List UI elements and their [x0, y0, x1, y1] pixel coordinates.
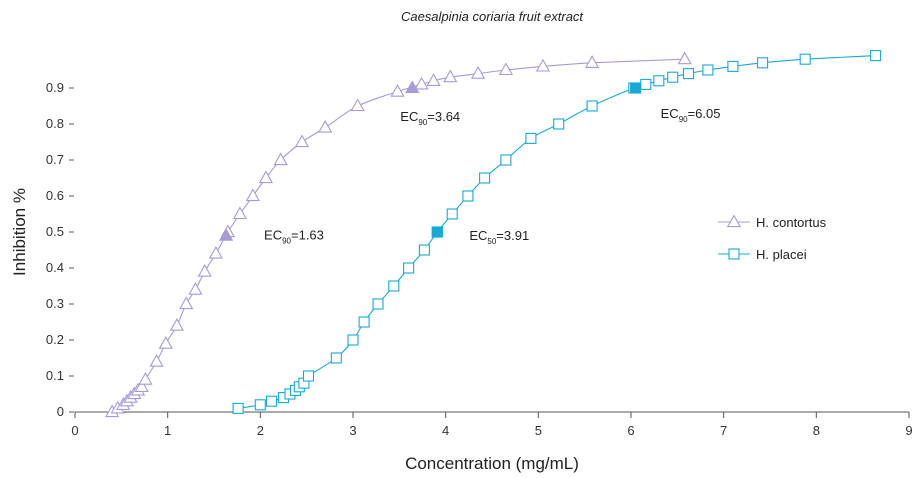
y-tick-label: 0.1	[46, 368, 64, 383]
legend-marker	[726, 214, 742, 228]
data-point	[350, 98, 365, 112]
data-point	[330, 352, 342, 364]
data-point	[265, 395, 278, 407]
data-point	[294, 134, 310, 148]
ec-marker	[431, 226, 443, 238]
data-point	[500, 154, 512, 166]
data-point	[347, 334, 359, 346]
x-axis: 0 1 2 3 4 5 6 7 8 9	[71, 412, 913, 438]
data-point	[640, 78, 652, 90]
data-point	[245, 188, 261, 202]
y-tick-label: 0.4	[46, 260, 64, 275]
x-tick-label: 1	[164, 423, 171, 438]
x-tick-label: 2	[257, 423, 264, 438]
x-tick-label: 0	[71, 423, 78, 438]
data-point	[197, 263, 212, 277]
data-point	[208, 245, 223, 259]
y-tick-label: 0.6	[46, 188, 64, 203]
y-tick-label: 0.8	[46, 116, 64, 131]
x-tick-label: 5	[535, 423, 542, 438]
series-line	[111, 58, 685, 413]
ec-marker	[405, 80, 420, 94]
data-point	[470, 65, 486, 79]
legend-label: H. contortus	[756, 215, 827, 230]
data-point	[232, 402, 244, 414]
data-point	[188, 281, 203, 295]
series-triangle-group	[104, 51, 692, 418]
data-point	[586, 100, 598, 112]
data-point	[682, 68, 695, 80]
legend-label: H. placei	[756, 247, 807, 262]
data-point	[667, 71, 679, 83]
ec-label: EC90=3.64	[400, 109, 460, 127]
data-point	[358, 316, 370, 328]
legend-marker	[728, 248, 740, 260]
ec-label: EC50=3.91	[469, 228, 529, 246]
data-point	[403, 262, 415, 274]
data-point	[258, 170, 274, 184]
data-point	[525, 132, 537, 144]
data-point	[232, 206, 248, 220]
data-point	[372, 298, 384, 310]
y-tick-label: 0.2	[46, 332, 64, 347]
x-tick-label: 3	[349, 423, 356, 438]
data-point	[273, 152, 288, 166]
x-tick-label: 8	[813, 423, 820, 438]
data-point	[757, 57, 769, 69]
x-tick-label: 6	[627, 423, 634, 438]
data-point	[702, 64, 714, 76]
legend-item: H. contortus	[718, 214, 827, 230]
ec-label: EC90=1.63	[264, 228, 324, 246]
y-axis-title: Inhibition %	[10, 188, 29, 276]
ec-label: EC90=6.05	[661, 106, 721, 124]
data-point	[535, 58, 551, 72]
x-tick-label: 7	[720, 423, 727, 438]
series-square-group	[232, 50, 882, 414]
x-axis-title: Concentration (mg/mL)	[405, 454, 579, 473]
data-point	[318, 119, 333, 133]
data-point	[388, 280, 400, 292]
data-point	[584, 55, 600, 68]
data-point	[138, 371, 153, 385]
data-point	[158, 335, 173, 349]
data-point	[653, 75, 665, 87]
data-point	[870, 50, 882, 62]
data-point	[426, 73, 441, 86]
y-tick-label: 0.9	[46, 80, 64, 95]
ec-marker	[630, 82, 642, 94]
data-point	[414, 76, 429, 90]
data-point	[443, 69, 458, 83]
data-point	[390, 83, 405, 97]
data-point	[462, 190, 474, 202]
data-point	[727, 60, 739, 72]
data-point	[149, 353, 164, 367]
ec-marker	[218, 227, 234, 241]
y-tick-label: 0	[57, 404, 64, 419]
data-point	[553, 118, 565, 130]
y-axis: 0 0.1 0.2 0.3 0.4 0.5 0.6 0.7 0.8 0.9	[46, 80, 74, 419]
series-layer	[104, 50, 882, 418]
data-point	[418, 244, 430, 256]
legend: H. contortus H. placei	[718, 214, 827, 262]
x-tick-label: 4	[442, 423, 449, 438]
data-point	[179, 296, 194, 310]
data-point	[302, 370, 315, 382]
data-point	[446, 208, 458, 220]
legend-item: H. placei	[718, 247, 807, 262]
data-point	[677, 51, 692, 65]
annotations: EC90=1.63 EC90=3.64 EC50=3.91 EC90=6.05	[218, 80, 721, 246]
data-point	[799, 53, 811, 65]
x-tick-label: 9	[905, 423, 912, 438]
data-point	[134, 379, 149, 392]
y-tick-label: 0.5	[46, 224, 64, 239]
y-tick-label: 0.7	[46, 152, 64, 167]
data-point	[498, 62, 514, 76]
chart-title: Caesalpinia coriaria fruit extract	[401, 9, 584, 24]
data-point	[254, 399, 266, 411]
y-tick-label: 0.3	[46, 296, 64, 311]
data-point	[479, 172, 491, 184]
data-point	[169, 317, 185, 331]
